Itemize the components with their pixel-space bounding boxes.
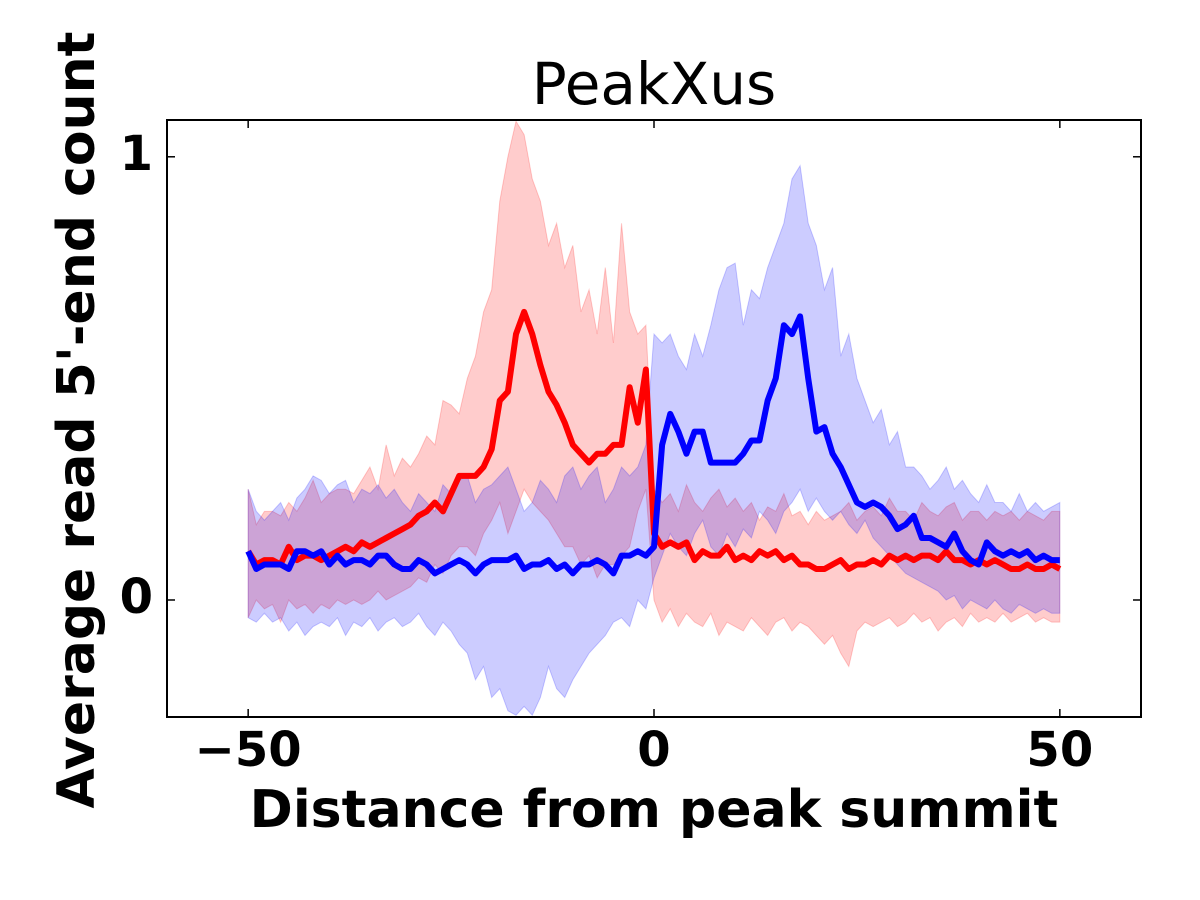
error-band <box>247 164 1061 717</box>
y-axis-label: Average read 5'-end count <box>47 32 107 809</box>
y-tick-label: 1 <box>120 126 153 182</box>
x-tick-label: 0 <box>637 722 670 778</box>
chart-title: PeakXus <box>532 50 776 118</box>
x-tick-label: 50 <box>1026 722 1093 778</box>
x-axis-label: Distance from peak summit <box>250 780 1059 840</box>
y-tick-label: 0 <box>120 569 153 625</box>
line <box>245 313 1060 577</box>
x-tick-label: −50 <box>195 722 302 778</box>
error-band <box>247 120 1061 668</box>
